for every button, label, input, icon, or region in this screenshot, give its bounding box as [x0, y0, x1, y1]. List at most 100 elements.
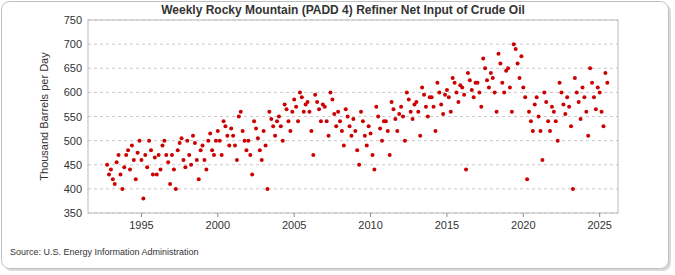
point [231, 134, 235, 138]
point [367, 124, 371, 128]
point [328, 90, 332, 94]
point [519, 54, 523, 58]
point [283, 102, 287, 106]
point [229, 127, 233, 131]
point [160, 143, 164, 147]
point [510, 110, 514, 114]
point [117, 153, 121, 157]
point [342, 143, 346, 147]
point [470, 88, 474, 92]
point [227, 143, 231, 147]
y-tick-label: 750 [64, 14, 82, 26]
point [603, 71, 607, 75]
point [151, 172, 155, 176]
point [130, 143, 134, 147]
point [369, 131, 373, 135]
x-tick-label: 2000 [206, 219, 230, 231]
point [550, 105, 554, 109]
chart: Weekly Rocky Mountain (PADD 4) Refiner N… [0, 0, 675, 275]
point [109, 168, 113, 172]
point [264, 143, 268, 147]
x-tick-label: 2020 [511, 219, 535, 231]
point [575, 90, 579, 94]
point [201, 143, 205, 147]
point [340, 129, 344, 133]
y-tick-label: 550 [64, 111, 82, 123]
point [241, 129, 245, 133]
point [432, 105, 436, 109]
y-axis-label: Thousand Barrels per Day [38, 52, 50, 181]
x-tick [141, 213, 142, 217]
point [271, 124, 275, 128]
point [443, 93, 447, 97]
point [565, 95, 569, 99]
point [533, 102, 537, 106]
point [496, 52, 500, 56]
point [491, 76, 495, 80]
point [531, 129, 535, 133]
grid-line [88, 188, 618, 189]
point [508, 86, 512, 90]
y-tick-label: 400 [64, 183, 82, 195]
point [113, 182, 117, 186]
grid-line [88, 92, 618, 93]
point [246, 139, 250, 143]
point [290, 110, 294, 114]
point [395, 129, 399, 133]
point [464, 168, 468, 172]
point [208, 131, 212, 135]
point [456, 100, 460, 104]
point [307, 110, 311, 114]
point [233, 143, 237, 147]
point [420, 86, 424, 90]
point [197, 177, 201, 181]
point [176, 148, 180, 152]
point [411, 117, 415, 121]
point [516, 61, 520, 65]
y-tick-label: 700 [64, 38, 82, 50]
point [454, 90, 458, 94]
point [216, 129, 220, 133]
point [147, 139, 151, 143]
point [128, 168, 132, 172]
x-tick-label: 2025 [587, 219, 611, 231]
point [600, 110, 604, 114]
point [210, 148, 214, 152]
point [384, 119, 388, 123]
point [323, 105, 327, 109]
point [180, 136, 184, 140]
x-tick [370, 213, 371, 217]
point [218, 139, 222, 143]
point [567, 105, 571, 109]
point [548, 129, 552, 133]
point [538, 129, 542, 133]
point [573, 76, 577, 80]
point [489, 71, 493, 75]
point [468, 78, 472, 82]
point [584, 110, 588, 114]
point [393, 117, 397, 121]
point [214, 139, 218, 143]
point [250, 172, 254, 176]
point [338, 119, 342, 123]
point [204, 168, 208, 172]
point [449, 110, 453, 114]
point [556, 139, 560, 143]
point [357, 163, 361, 167]
point [460, 86, 464, 90]
point [391, 107, 395, 111]
point [477, 90, 481, 94]
point [222, 119, 226, 123]
point [433, 129, 437, 133]
point [605, 81, 609, 85]
point [298, 90, 302, 94]
point [248, 153, 252, 157]
point [487, 86, 491, 90]
point [506, 66, 510, 70]
grid-line [88, 140, 618, 141]
point [588, 66, 592, 70]
point [407, 98, 411, 102]
point [159, 168, 163, 172]
x-tick [446, 213, 447, 217]
point [361, 119, 365, 123]
